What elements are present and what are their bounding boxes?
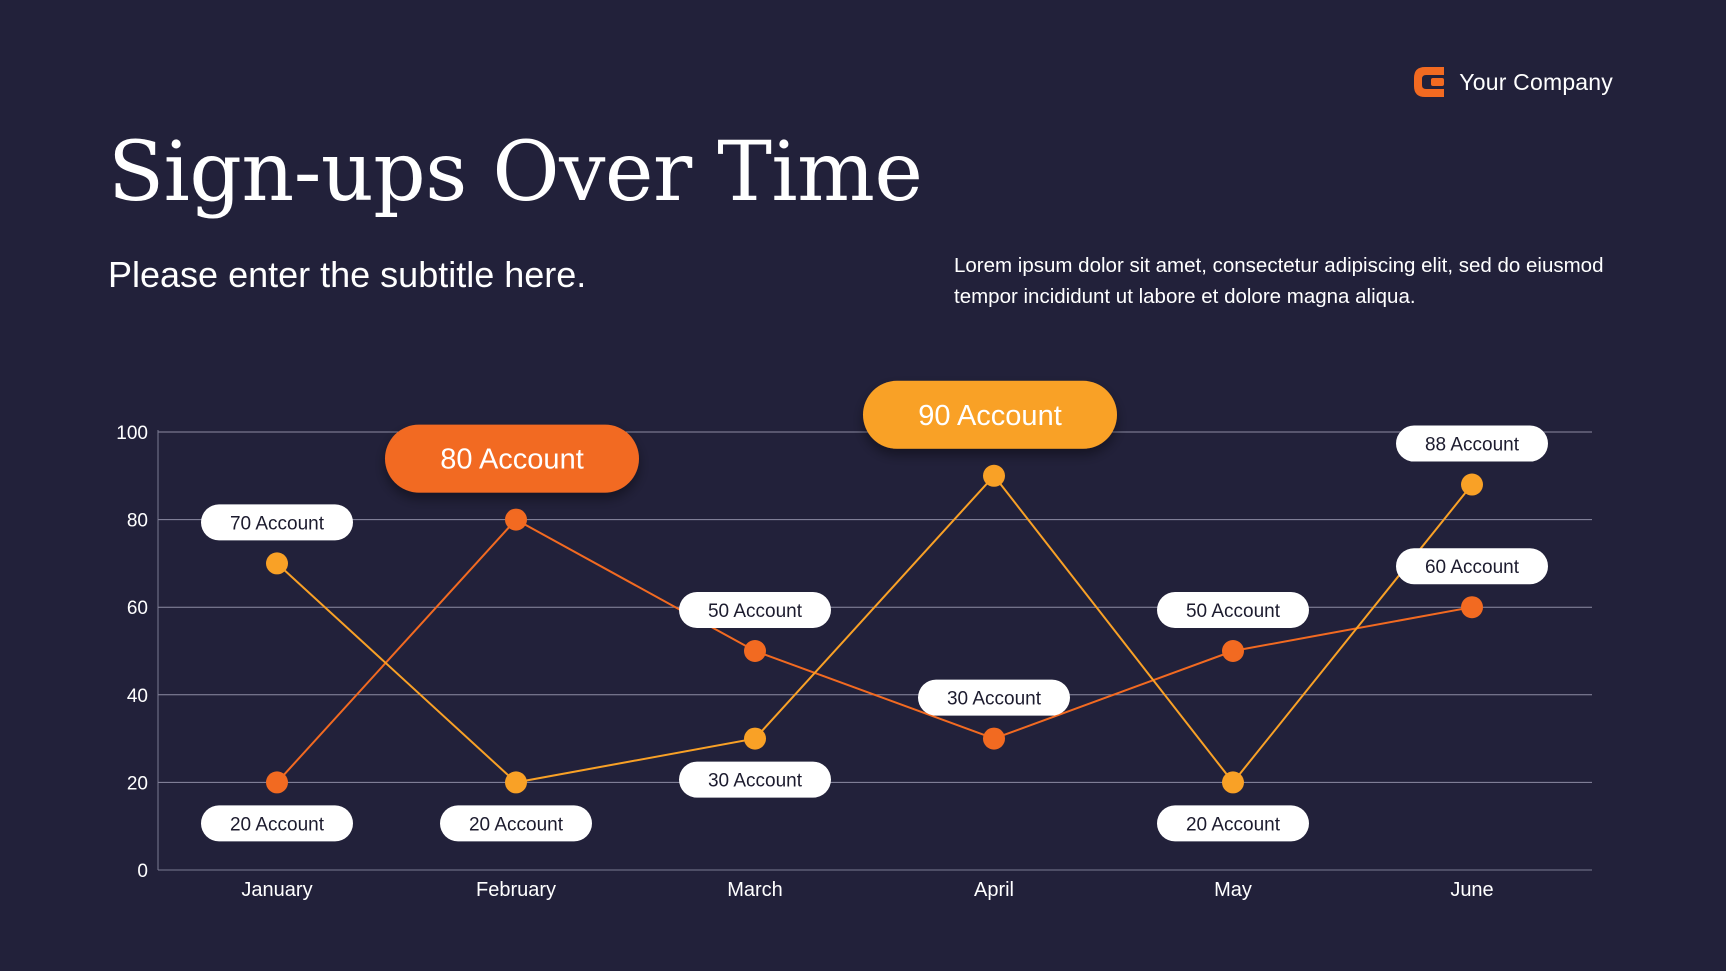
y-tick-label: 20 [127,773,148,794]
x-tick-label: April [974,879,1014,901]
label-text: 20 Account [1186,814,1281,835]
y-tick-label: 60 [127,598,148,619]
data-label: 80 Account [385,424,639,493]
series-line [276,474,1473,785]
data-point [744,727,766,750]
label-pill [918,679,1070,716]
label-text: 50 Account [1186,601,1281,622]
label-text: 20 Account [469,814,564,835]
data-label: 60 Account [1396,548,1548,585]
x-tick-label: February [476,879,556,901]
label-text: 20 Account [230,814,325,835]
data-label: 88 Account [1396,425,1548,462]
label-pill [201,805,353,842]
data-point [1222,771,1244,794]
description-text: Lorem ipsum dolor sit amet, consectetur … [954,254,1604,308]
data-point [505,771,527,794]
y-tick-label: 80 [127,511,148,532]
highlight-label-text: 80 Account [440,444,584,476]
data-label: 20 Account [1157,805,1309,842]
data-point [266,552,288,575]
label-text: 30 Account [947,689,1042,710]
data-point [1222,640,1244,662]
company-name: Your Company [1459,68,1613,95]
data-point [1461,596,1483,619]
data-point [505,508,527,531]
x-tick-label: June [1450,879,1493,901]
data-label: 50 Account [679,592,831,628]
label-text: 60 Account [1425,557,1520,578]
data-label: 20 Account [201,805,353,842]
y-tick-label: 0 [137,861,148,882]
x-tick-label: March [727,879,783,901]
page-title: Sign-ups Over Time [108,125,923,220]
y-tick-label: 40 [127,686,148,707]
data-label: 30 Account [679,761,831,798]
data-label: 20 Account [440,805,592,842]
label-pill [201,504,353,541]
label-pill [1157,592,1309,628]
page-subtitle: Please enter the subtitle here. [108,254,587,295]
series-line [276,518,1473,784]
label-text: 50 Account [708,601,803,622]
label-pill [1396,548,1548,585]
data-label: 50 Account [1157,592,1309,628]
label-pill [679,592,831,628]
label-text: 88 Account [1425,435,1520,456]
data-point [983,727,1005,750]
y-tick-label: 100 [116,423,148,444]
data-point [983,464,1005,487]
x-tick-label: January [241,879,312,901]
label-pill [679,761,831,798]
highlight-pill [863,380,1117,449]
data-point [1461,473,1483,496]
data-label: 70 Account [201,504,353,541]
highlight-label-text: 90 Account [918,400,1062,432]
brand: Your Company [1411,64,1613,100]
x-tick-label: May [1214,879,1252,901]
label-pill [440,805,592,842]
highlight-pill [385,424,639,493]
label-pill [1396,425,1548,462]
company-logo-icon [1414,67,1445,97]
label-text: 70 Account [230,513,325,534]
label-text: 30 Account [708,771,803,792]
data-label: 90 Account [863,380,1117,449]
data-point [744,640,766,662]
data-label: 30 Account [918,679,1070,716]
label-pill [1157,805,1309,842]
data-point [266,771,288,794]
